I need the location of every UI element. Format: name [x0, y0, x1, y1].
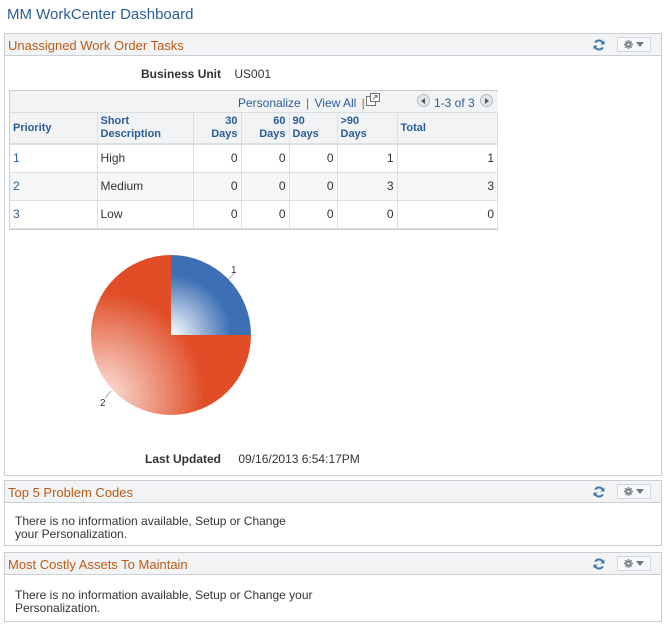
grid-nav-bar: Personalize | View All | 1-3 of 3: [10, 91, 498, 113]
col-header-30-days[interactable]: 30 Days: [193, 113, 242, 145]
business-unit-label: Business Unit: [141, 67, 222, 81]
table-row: 1 High 0 0 0 1 1: [10, 144, 498, 173]
priority-pie-chart: 1 2: [91, 255, 251, 415]
days-over-90: 0: [337, 200, 398, 229]
refresh-icon[interactable]: [593, 486, 605, 498]
priority-link[interactable]: 3: [10, 200, 98, 229]
chevron-down-icon: [636, 561, 644, 566]
business-unit-value: US001: [234, 67, 272, 81]
chevron-down-icon: [636, 489, 644, 494]
pagelet-title: Unassigned Work Order Tasks: [8, 38, 184, 53]
total: 0: [397, 200, 498, 229]
days-30: 0: [193, 144, 242, 173]
days-90: 0: [289, 200, 338, 229]
row-counter: 1-3 of 3: [434, 96, 475, 110]
col-header-over-90-days[interactable]: >90 Days: [337, 113, 398, 145]
pagelet-header: Unassigned Work Order Tasks: [5, 34, 661, 56]
header-row: Priority Short Description 30 Days 60 Days …: [10, 113, 498, 145]
pagelet-unassigned-work-order-tasks: Unassigned Work Order Tasks Business Uni…: [4, 33, 662, 476]
short-description: High: [97, 144, 194, 173]
pagelet-header: Most Costly Assets To Maintain: [5, 553, 661, 575]
new-window-icon[interactable]: [366, 93, 380, 106]
pagelet-most-costly-assets: Most Costly Assets To Maintain There is …: [4, 552, 662, 622]
days-60: 0: [241, 144, 290, 173]
short-description: Low: [97, 200, 194, 229]
col-header-short-description[interactable]: Short Description: [97, 113, 194, 145]
days-90: 0: [289, 144, 338, 173]
priority-link[interactable]: 2: [10, 172, 98, 201]
business-unit-row: Business Unit US001: [141, 67, 271, 81]
col-header-priority[interactable]: Priority: [10, 113, 98, 145]
separator: |: [361, 96, 365, 110]
pie-slice-2: [91, 255, 251, 415]
pagelet-title: Top 5 Problem Codes: [8, 485, 134, 500]
separator: |: [306, 96, 310, 110]
last-updated-label: Last Updated: [145, 452, 222, 466]
table-row: 3 Low 0 0 0 0 0: [10, 200, 498, 229]
pagelet-title: Most Costly Assets To Maintain: [8, 557, 188, 572]
options-button[interactable]: [617, 37, 651, 52]
pagelet-top-5-problem-codes: Top 5 Problem Codes There is no informat…: [4, 480, 662, 546]
refresh-icon[interactable]: [593, 39, 605, 51]
days-over-90: 3: [337, 172, 398, 201]
no-info-message: There is no information available, Setup…: [15, 514, 286, 541]
days-30: 0: [193, 172, 242, 201]
col-header-total[interactable]: Total: [397, 113, 498, 145]
options-button[interactable]: [617, 556, 651, 571]
col-header-60-days[interactable]: 60 Days: [241, 113, 290, 145]
page-title: MM WorkCenter Dashboard: [7, 6, 194, 23]
refresh-icon[interactable]: [593, 558, 605, 570]
days-90: 0: [289, 172, 338, 201]
options-button[interactable]: [617, 484, 651, 499]
days-60: 0: [241, 200, 290, 229]
pie-label-1: 1: [231, 265, 237, 276]
next-icon[interactable]: [480, 94, 493, 107]
total: 1: [397, 144, 498, 173]
gear-icon: [624, 40, 633, 49]
pie-slice-1: [171, 255, 251, 335]
chevron-down-icon: [636, 42, 644, 47]
days-30: 0: [193, 200, 242, 229]
pie-label-2: 2: [100, 398, 106, 409]
personalize-link[interactable]: Personalize: [238, 96, 301, 110]
gear-icon: [624, 487, 633, 496]
short-description: Medium: [97, 172, 194, 201]
no-info-message: There is no information available, Setup…: [15, 588, 313, 615]
grid-table: Priority Short Description 30 Days 60 Days …: [10, 113, 498, 229]
previous-icon[interactable]: [417, 94, 430, 107]
table-row: 2 Medium 0 0 0 3 3: [10, 172, 498, 201]
last-updated-row: Last Updated 09/16/2013 6:54:17PM: [145, 452, 360, 466]
gear-icon: [624, 559, 633, 568]
last-updated-value: 09/16/2013 6:54:17PM: [238, 452, 360, 466]
priority-link[interactable]: 1: [10, 144, 98, 173]
days-over-90: 1: [337, 144, 398, 173]
view-all-link[interactable]: View All: [314, 96, 357, 110]
total: 3: [397, 172, 498, 201]
days-60: 0: [241, 172, 290, 201]
col-header-90-days[interactable]: 90 Days: [289, 113, 338, 145]
work-order-grid: Personalize | View All | 1-3 of 3 Priori…: [9, 90, 498, 230]
pagelet-header: Top 5 Problem Codes: [5, 481, 661, 503]
